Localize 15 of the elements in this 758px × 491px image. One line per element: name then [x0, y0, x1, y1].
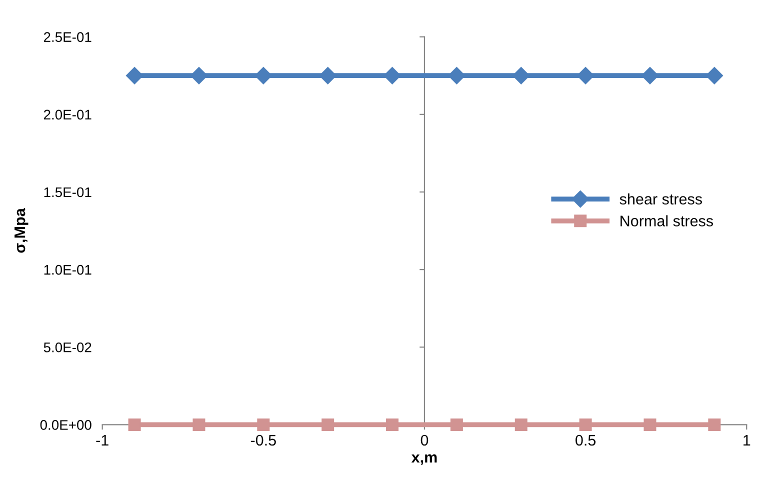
- x-tick-label: 0.5: [576, 434, 596, 446]
- y-tick-label: 2.5E-01: [44, 32, 92, 42]
- y-tick-label: 5.0E-02: [44, 342, 92, 352]
- y-tick-label: 0.0E+00: [40, 420, 92, 430]
- y-tick-label: 2.0E-01: [44, 110, 92, 120]
- x-tick-label: -1: [96, 435, 108, 446]
- x-tick-label: 0: [420, 434, 428, 446]
- x-tick-label: -0.5: [250, 434, 276, 446]
- y-axis-title: σ,Mpa: [14, 208, 28, 253]
- x-tick-label: 1: [744, 435, 750, 446]
- x-axis-title: x,m: [411, 454, 437, 465]
- legend-label: Normal stress: [620, 215, 714, 226]
- y-tick-label: 1.0E-01: [44, 264, 92, 275]
- y-tick-label: 1.5E-01: [44, 187, 92, 198]
- legend-label: shear stress: [620, 193, 702, 205]
